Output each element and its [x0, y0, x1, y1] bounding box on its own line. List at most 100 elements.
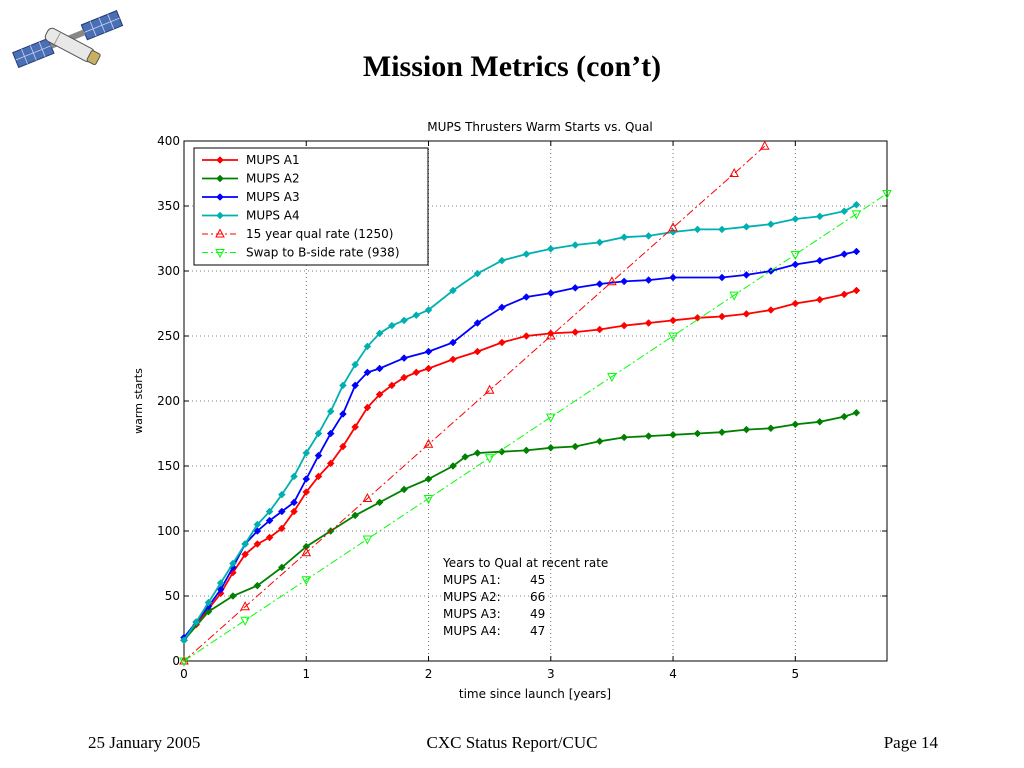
legend-swatch-marker: [216, 211, 224, 220]
data-point: MUPS A3: (2.4, 260): [473, 319, 482, 327]
data-point: MUPS A1: (3.6, 258): [620, 321, 628, 330]
data-point: MUPS A2: (2.6, 161): [498, 447, 506, 456]
y-tick-label: 400: [157, 134, 180, 148]
data-point: MUPS A1: (1.2, 152): [326, 459, 335, 468]
data-point: 15 year qual rate (1250): (4, 333.3): [668, 222, 678, 232]
data-point: MUPS A2: (0.8, 72): [277, 563, 286, 572]
annotation-title: Years to Qual at recent rate: [442, 556, 608, 570]
annotation-value: 66: [530, 590, 545, 604]
data-point: MUPS A1: (4.6, 267): [742, 310, 751, 318]
x-tick-label: 3: [547, 667, 555, 681]
data-point: MUPS A3: (2.6, 272): [498, 303, 506, 312]
data-point: Swap to B-side rate (938): (2, 125): [423, 495, 434, 505]
data-point: Swap to B-side rate (938): (2.5, 156.3): [484, 454, 495, 464]
series-line: [183, 193, 888, 662]
y-tick-label: 150: [157, 459, 180, 473]
data-point: MUPS A3: (3, 283): [546, 289, 555, 297]
series-mups-a1: MUPS A1: (0, 16)MUPS A1: (0.1, 28)MUPS A…: [180, 286, 861, 645]
data-point: MUPS A3: (3.6, 292): [620, 277, 628, 286]
data-point: MUPS A1: (1.8, 218): [400, 373, 408, 382]
data-point: MUPS A3: (1.5, 222): [363, 368, 372, 377]
data-point: MUPS A3: (2.2, 245): [449, 338, 457, 347]
y-axis-label: warm starts: [132, 368, 145, 434]
data-point: MUPS A2: (5.2, 184): [815, 417, 824, 426]
data-point: MUPS A2: (1.6, 122): [375, 498, 384, 507]
x-tick-label: 5: [791, 667, 799, 681]
data-point: MUPS A2: (1.8, 132): [400, 485, 408, 494]
data-point: MUPS A2: (3.2, 165): [571, 442, 580, 451]
data-point: MUPS A4: (0.7, 115): [265, 507, 274, 516]
data-point: MUPS A1: (1.4, 180): [351, 423, 360, 431]
legend-swatch-marker: [215, 249, 225, 259]
data-point: MUPS A1: (0.8, 102): [277, 524, 286, 533]
data-point: MUPS A2: (2.4, 160): [473, 449, 482, 457]
data-point: MUPS A4: (3.2, 320): [571, 241, 580, 249]
data-point: MUPS A1: (4.4, 265): [718, 312, 726, 321]
data-point: MUPS A4: (2.6, 308): [498, 256, 506, 265]
data-point: MUPS A2: (4.8, 179): [766, 424, 775, 433]
data-point: Swap to B-side rate (938): (5.5, 343.9): [851, 210, 862, 220]
y-tick-label: 300: [157, 264, 180, 278]
series-mups-a4: MUPS A4: (0, 16)MUPS A4: (0.1, 30)MUPS A…: [180, 200, 861, 645]
data-point: MUPS A4: (2.2, 285): [449, 286, 457, 295]
data-point: MUPS A1: (2.6, 245): [498, 338, 506, 347]
legend-label: Swap to B-side rate (938): [246, 246, 400, 260]
data-point: MUPS A4: (0.6, 105): [253, 520, 262, 529]
legend-label: MUPS A2: [246, 172, 300, 186]
data-point: MUPS A4: (4.4, 332): [718, 225, 726, 234]
legend-label: MUPS A3: [246, 190, 300, 204]
data-point: 15 year qual rate (1250): (3, 250): [545, 330, 556, 340]
data-point: 15 year qual rate (1250): (4.5, 375): [729, 167, 740, 177]
data-point: MUPS A4: (3, 317): [546, 245, 555, 253]
data-point: MUPS A4: (0.1, 30): [192, 618, 201, 626]
data-point: 15 year qual rate (1250): (1, 83.3): [301, 547, 312, 557]
chart-title: MUPS Thrusters Warm Starts vs. Qual: [427, 120, 652, 134]
data-point: MUPS A1: (4.8, 270): [766, 306, 775, 314]
legend-label: MUPS A1: [246, 153, 300, 167]
data-point: MUPS A2: (1.4, 112): [351, 511, 360, 520]
data-point: MUPS A3: (2, 238): [424, 347, 433, 356]
data-point: MUPS A4: (0.9, 142): [290, 472, 298, 481]
data-point: MUPS A3: (5, 305): [791, 260, 800, 269]
data-point: MUPS A4: (4.6, 334): [742, 222, 751, 231]
data-point: MUPS A4: (4, 330): [669, 228, 677, 236]
data-point: MUPS A4: (1.2, 192): [326, 407, 335, 416]
data-point: MUPS A3: (5.2, 308): [815, 256, 824, 265]
data-point: MUPS A2: (5.5, 191): [852, 408, 861, 417]
data-point: MUPS A2: (4, 174): [669, 430, 677, 439]
series-line: [183, 250, 857, 639]
data-point: MUPS A2: (1, 88): [302, 542, 311, 551]
data-point: MUPS A2: (3.4, 169): [595, 437, 604, 446]
data-point: MUPS A1: (0.9, 115): [290, 507, 298, 516]
data-point: MUPS A3: (1.6, 225): [375, 364, 384, 373]
data-point: MUPS A4: (1.9, 266): [412, 311, 421, 320]
satellite-logo: [12, 10, 124, 69]
data-point: MUPS A2: (2, 140): [424, 475, 433, 483]
data-point: MUPS A4: (1, 160): [302, 449, 311, 457]
annotation-value: 49: [530, 607, 545, 621]
data-point: MUPS A1: (1.1, 142): [314, 472, 323, 481]
data-point: MUPS A4: (1.7, 258): [387, 321, 396, 330]
footer-page: Page 14: [883, 733, 938, 752]
y-tick-label: 100: [157, 524, 180, 538]
annotation-value: 45: [530, 573, 545, 587]
data-point: MUPS A3: (1.3, 190): [339, 410, 347, 418]
data-point: MUPS A4: (1.4, 228): [351, 360, 360, 369]
data-point: MUPS A4: (4.8, 336): [766, 220, 775, 229]
data-point: MUPS A3: (1.4, 212): [351, 381, 360, 390]
data-point: MUPS A4: (2, 270): [424, 306, 433, 314]
data-point: 15 year qual rate (1250): (0.5, 41.7): [240, 601, 250, 611]
data-point: MUPS A4: (3.8, 327): [644, 232, 653, 240]
data-point: Swap to B-side rate (938): (5, 312.7): [790, 250, 801, 261]
data-point: MUPS A1: (5, 275): [791, 299, 800, 308]
data-point: Swap to B-side rate (938): (0, 0): [179, 657, 189, 667]
annotation: Years to Qual at recent rate MUPS A1: 45 MU…: [442, 556, 608, 638]
data-point: MUPS A1: (2.8, 250): [522, 332, 531, 340]
data-point: MUPS A4: (0.5, 90): [241, 540, 249, 548]
data-point: MUPS A1: (1, 130): [302, 488, 311, 496]
data-point: 15 year qual rate (1250): (3.5, 291.7): [607, 276, 617, 286]
data-point: MUPS A3: (3.8, 293): [644, 276, 653, 284]
data-point: MUPS A4: (1.8, 262): [400, 316, 408, 325]
series-group: MUPS A1: (0, 16)MUPS A1: (0.1, 28)MUPS A…: [179, 140, 892, 667]
series-swap-to-b-side-rate-938: Swap to B-side rate (938): (0, 0) Swap to…: [179, 190, 892, 667]
